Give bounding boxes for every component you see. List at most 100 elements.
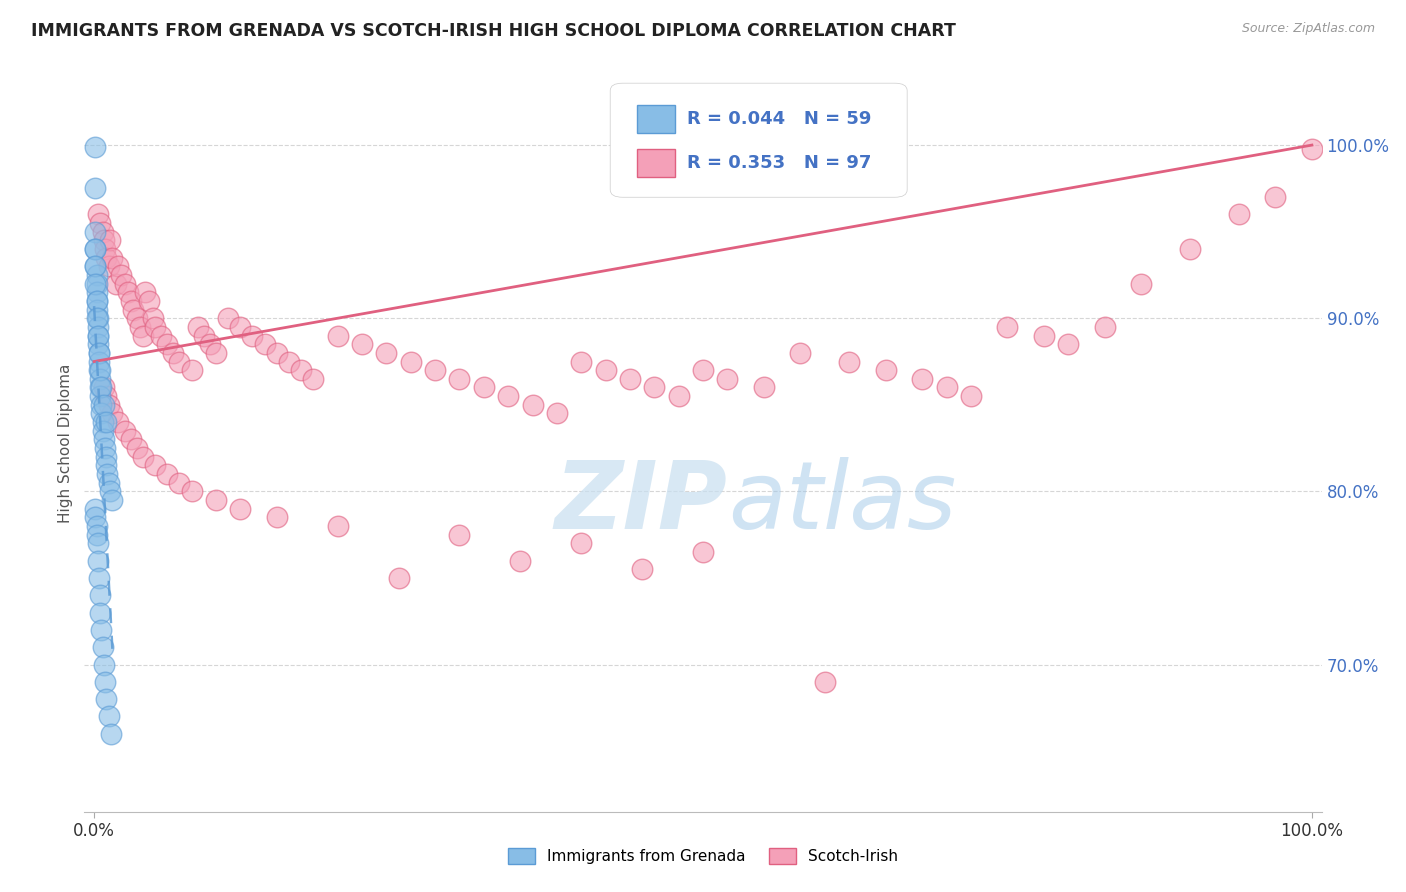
Point [814, 674, 837, 689]
Point [350, 337, 373, 351]
Point [546, 407, 568, 421]
Point [90, 380, 112, 394]
Point [96, 450, 118, 464]
Point [229, 319, 252, 334]
Point [290, 363, 312, 377]
Point [96, 467, 118, 481]
Point [94, 674, 117, 689]
Point [91, 424, 114, 438]
Point [692, 545, 714, 559]
Point [472, 380, 495, 394]
Point [89, 389, 111, 403]
Point [423, 363, 446, 377]
Point [1178, 242, 1201, 256]
Point [522, 398, 544, 412]
Text: atlas: atlas [728, 457, 956, 549]
Point [114, 424, 136, 438]
Point [180, 484, 202, 499]
Point [169, 354, 191, 368]
Point [87, 554, 110, 568]
Point [96, 389, 118, 403]
Point [668, 389, 690, 403]
Point [875, 363, 897, 377]
Point [84, 242, 107, 256]
Point [84, 501, 107, 516]
Point [91, 415, 114, 429]
Point [107, 260, 129, 274]
Point [97, 260, 120, 274]
Point [89, 588, 111, 602]
Point [94, 242, 117, 256]
Text: R = 0.353   N = 97: R = 0.353 N = 97 [688, 153, 872, 171]
Point [84, 181, 107, 195]
Point [98, 233, 121, 247]
Point [569, 536, 592, 550]
Point [1227, 207, 1250, 221]
Point [84, 242, 107, 256]
Point [217, 311, 239, 326]
Point [911, 372, 934, 386]
Point [1094, 319, 1116, 334]
Point [87, 328, 110, 343]
FancyBboxPatch shape [637, 105, 675, 133]
Point [86, 527, 108, 541]
Point [89, 372, 111, 386]
Point [162, 346, 184, 360]
Point [86, 293, 108, 308]
Point [266, 510, 288, 524]
Point [205, 493, 228, 508]
Point [87, 571, 110, 585]
Point [193, 328, 215, 343]
Point [120, 433, 142, 447]
Point [86, 311, 108, 326]
Point [266, 346, 288, 360]
Point [375, 346, 398, 360]
Point [117, 285, 139, 300]
Point [89, 363, 111, 377]
Point [399, 354, 422, 368]
Point [89, 380, 111, 394]
Text: Source: ZipAtlas.com: Source: ZipAtlas.com [1241, 22, 1375, 36]
Point [253, 337, 276, 351]
Point [86, 277, 108, 291]
Point [935, 380, 957, 394]
Point [87, 346, 110, 360]
Point [143, 458, 166, 473]
Point [97, 398, 120, 412]
Point [496, 389, 519, 403]
Point [97, 709, 120, 723]
Point [86, 285, 108, 300]
Point [90, 407, 112, 421]
Point [150, 328, 173, 343]
Point [595, 363, 617, 377]
Point [105, 277, 128, 291]
Point [86, 519, 108, 533]
Point [692, 363, 714, 377]
Text: ZIP: ZIP [555, 457, 728, 549]
Point [94, 441, 117, 455]
Point [326, 519, 349, 533]
Point [114, 277, 136, 291]
Point [302, 372, 325, 386]
Point [132, 450, 155, 464]
Point [84, 510, 107, 524]
Point [125, 441, 148, 455]
Point [96, 415, 118, 429]
Point [1130, 277, 1153, 291]
Point [619, 372, 641, 386]
Point [89, 606, 111, 620]
Point [93, 398, 115, 412]
Point [569, 354, 592, 368]
Point [1057, 337, 1080, 351]
Point [97, 475, 120, 490]
Point [96, 251, 118, 265]
Point [87, 354, 110, 368]
Point [93, 233, 115, 247]
Point [156, 337, 179, 351]
Point [138, 293, 160, 308]
Point [86, 268, 108, 282]
Point [449, 527, 471, 541]
Point [960, 389, 983, 403]
Point [242, 328, 264, 343]
Point [101, 493, 124, 508]
